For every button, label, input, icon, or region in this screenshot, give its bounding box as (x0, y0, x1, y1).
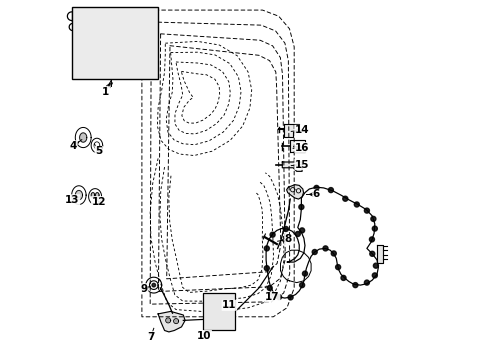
Polygon shape (370, 216, 375, 221)
Text: 14: 14 (294, 125, 309, 135)
Polygon shape (371, 226, 377, 231)
Text: 2: 2 (122, 9, 129, 19)
Bar (203, 293, 235, 330)
Polygon shape (283, 226, 288, 231)
Polygon shape (299, 283, 304, 288)
Polygon shape (364, 208, 368, 213)
Polygon shape (295, 231, 300, 237)
Polygon shape (330, 251, 336, 256)
Text: 11: 11 (222, 300, 236, 310)
Text: 9: 9 (141, 284, 148, 294)
Text: 10: 10 (197, 330, 211, 341)
Polygon shape (287, 295, 292, 300)
Polygon shape (289, 140, 304, 152)
Polygon shape (352, 283, 357, 288)
Polygon shape (376, 245, 382, 263)
Polygon shape (373, 263, 378, 268)
Text: 8: 8 (284, 234, 291, 244)
Polygon shape (371, 273, 377, 278)
Polygon shape (282, 162, 302, 171)
Polygon shape (95, 193, 99, 198)
Text: 7: 7 (147, 332, 154, 342)
Polygon shape (284, 124, 298, 137)
Bar (72, 7, 158, 79)
Polygon shape (342, 196, 347, 201)
Text: 17: 17 (264, 292, 279, 302)
Polygon shape (91, 193, 95, 198)
Polygon shape (354, 202, 359, 207)
Polygon shape (166, 319, 169, 322)
Polygon shape (286, 185, 303, 199)
Text: 6: 6 (312, 189, 320, 199)
Polygon shape (152, 283, 155, 287)
Polygon shape (269, 232, 275, 237)
Polygon shape (311, 249, 317, 255)
Text: 1: 1 (102, 87, 109, 97)
Polygon shape (75, 190, 82, 200)
Polygon shape (299, 228, 304, 233)
Polygon shape (264, 266, 269, 271)
Polygon shape (340, 275, 346, 280)
Text: 3: 3 (122, 20, 129, 30)
Polygon shape (298, 204, 303, 210)
Polygon shape (369, 251, 374, 256)
Polygon shape (80, 133, 87, 142)
Polygon shape (335, 265, 340, 270)
Text: 16: 16 (294, 143, 309, 153)
Polygon shape (158, 311, 185, 332)
Polygon shape (88, 56, 125, 73)
Polygon shape (368, 237, 374, 242)
Text: 5: 5 (95, 146, 102, 156)
Text: 15: 15 (294, 159, 309, 170)
Polygon shape (328, 188, 333, 193)
Polygon shape (264, 246, 269, 251)
Polygon shape (266, 285, 272, 291)
Polygon shape (276, 294, 281, 300)
Polygon shape (174, 320, 177, 323)
Polygon shape (313, 185, 318, 190)
Text: 4: 4 (70, 141, 77, 151)
Polygon shape (302, 271, 307, 276)
Text: 13: 13 (65, 195, 80, 205)
Polygon shape (322, 246, 327, 251)
Polygon shape (364, 280, 368, 285)
Text: 12: 12 (91, 197, 106, 207)
